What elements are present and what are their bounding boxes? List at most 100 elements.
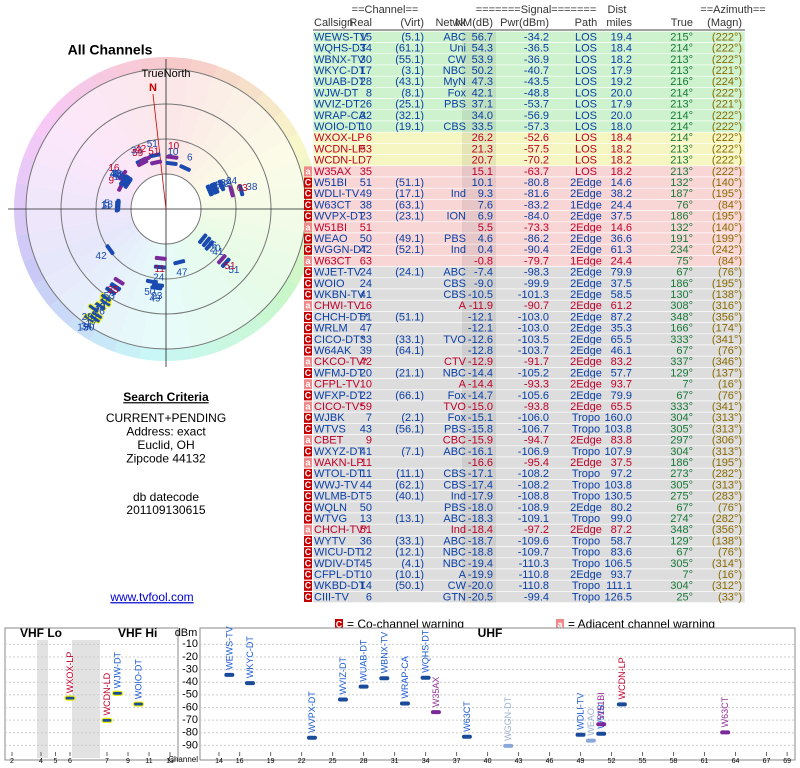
column-header: Real (349, 17, 372, 29)
cell: 17.9 (611, 99, 632, 111)
cell: 20.7 (472, 155, 493, 167)
cell: 126.5 (604, 591, 632, 603)
cell: (283°) (712, 491, 742, 503)
cell: -16.6 (468, 457, 493, 469)
signal-bar (358, 684, 369, 689)
cell: 132° (670, 222, 693, 234)
cell: (222°) (712, 121, 742, 133)
cell: CHCH-TV* (314, 524, 368, 536)
station-channel: 24 (226, 176, 238, 187)
signal-label: W35AX (431, 677, 441, 708)
cell: -95.4 (524, 457, 549, 469)
cell: LOS (575, 132, 597, 144)
cell: A (459, 379, 467, 391)
nm-column-shade (462, 87, 496, 99)
cell: -98.3 (524, 267, 549, 279)
cell: (7.1) (401, 446, 424, 458)
station-marker (217, 179, 226, 192)
warning-flag-letter: a (305, 525, 311, 535)
station-marker (148, 152, 161, 159)
cell: 18.4 (611, 132, 632, 144)
cell: W51BI (314, 222, 347, 234)
cell: CBET (314, 435, 344, 447)
cell: (64.1) (395, 345, 424, 357)
warning-flag (304, 312, 312, 322)
x-tick-label: 16 (236, 758, 244, 765)
cell: (16°) (718, 379, 742, 391)
x-tick-label: 43 (515, 758, 523, 765)
warning-flag (304, 233, 312, 244)
cell: (5.1) (401, 31, 424, 43)
cell: 111.1 (606, 580, 632, 592)
nm-column-shade (462, 109, 496, 121)
cell: (138°) (712, 535, 742, 547)
cell: -17.4 (468, 479, 493, 491)
cell: 36 (360, 535, 372, 547)
cell: LOS (575, 31, 597, 43)
cell: (199°) (712, 233, 742, 245)
warning-flag (304, 289, 312, 300)
signal-bar (585, 738, 596, 743)
signal-bar (132, 701, 145, 707)
cell: 6 (366, 591, 372, 603)
cell: 304° (670, 446, 693, 458)
station-channel: 15 (77, 322, 89, 333)
station-channel: 13 (102, 200, 114, 211)
cell: -83.2 (524, 199, 549, 211)
cell: (23.1) (395, 211, 424, 223)
criteria-line: Zipcode 44132 (126, 452, 206, 466)
cell: 186° (670, 278, 693, 290)
cell: -48.8 (524, 87, 549, 99)
cell: WGGN-DT (314, 244, 368, 256)
cell: 186° (670, 457, 693, 469)
true-north-label: TrueNorth (141, 68, 190, 80)
station-marker (121, 175, 131, 187)
warning-flag-letter: a (305, 256, 311, 266)
cell: LOS (575, 87, 597, 99)
nm-column-shade (462, 569, 496, 581)
cell: (56.1) (395, 423, 424, 435)
cell: (76°) (718, 345, 742, 357)
cell: -36.9 (524, 54, 549, 66)
signal-bar (720, 730, 731, 735)
cell: 2Edge (570, 401, 602, 413)
warning-flag-letter: C (305, 513, 312, 523)
cell: PBS (444, 233, 466, 245)
cell: TVO (443, 334, 466, 346)
cell: 4.6 (478, 233, 493, 245)
group-header: ==Channel== (352, 4, 419, 16)
cell: WFMJ-DT (314, 367, 364, 379)
station-marker (100, 293, 113, 303)
cell: CBS (443, 468, 466, 480)
cell: CICO-TV* (314, 401, 364, 413)
warning-flag (304, 356, 312, 367)
site-link[interactable]: www.tvfool.com (109, 590, 193, 604)
cell: 67° (676, 345, 693, 357)
cell: Fox (448, 87, 467, 99)
legend-flag (335, 619, 343, 630)
cell: 24.4 (611, 255, 632, 267)
cell: 43 (360, 423, 372, 435)
cell: -19.9 (468, 569, 493, 581)
x-tick-label: 52 (608, 758, 616, 765)
cell: 214° (670, 121, 693, 133)
signal-bar (420, 675, 431, 680)
cell: (76°) (718, 390, 742, 402)
signal-label: WDLI-TV (576, 693, 586, 730)
warning-flag-letter: C (305, 424, 312, 434)
cell: 47 (360, 323, 372, 335)
cell: 2Edge (570, 188, 602, 200)
station-marker (210, 182, 218, 195)
cell: NBC (443, 547, 466, 559)
cell: 213° (670, 54, 693, 66)
signal-bar (111, 690, 124, 696)
column-header: NM(dB) (455, 17, 493, 29)
station-marker (110, 282, 122, 291)
cell: 213° (670, 155, 693, 167)
station-channel: 6 (187, 153, 193, 164)
cell: -18.0 (468, 502, 493, 514)
cell: 93.7 (611, 379, 632, 391)
cell: Tropo (572, 513, 600, 525)
cell: -0.8 (474, 255, 493, 267)
x-tick-label: 6 (68, 758, 72, 765)
